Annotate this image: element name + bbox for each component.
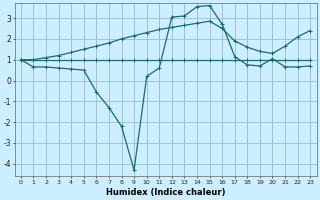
X-axis label: Humidex (Indice chaleur): Humidex (Indice chaleur) [106, 188, 225, 197]
